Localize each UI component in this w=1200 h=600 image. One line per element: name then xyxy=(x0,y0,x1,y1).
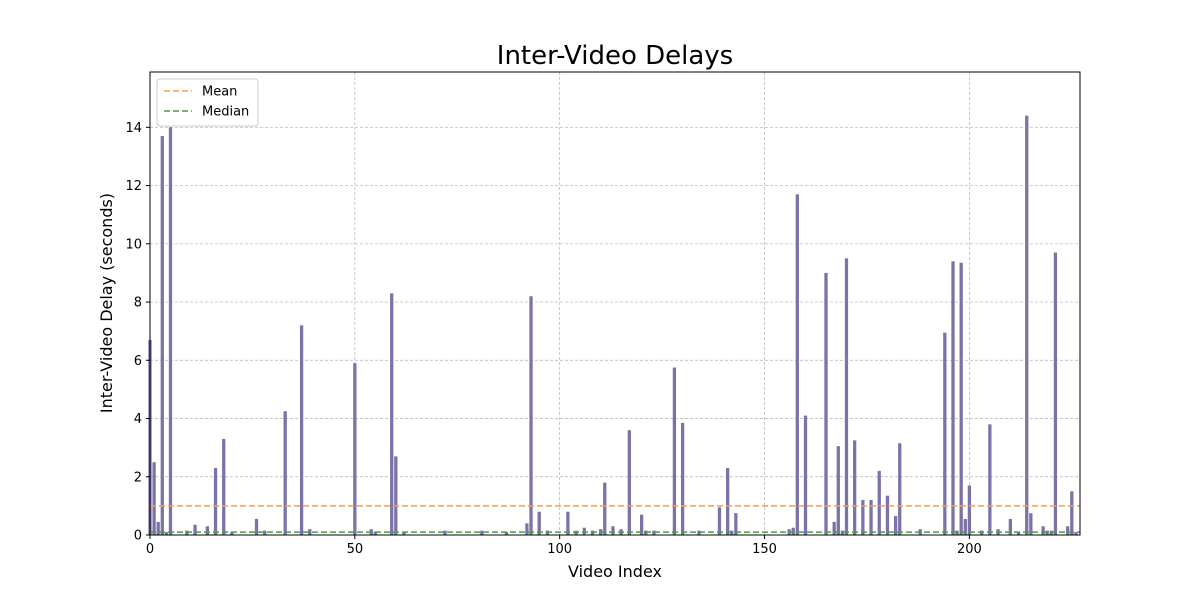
delay-bar xyxy=(951,261,955,535)
delay-bar xyxy=(230,532,234,535)
y-tick-label: 10 xyxy=(125,237,142,252)
delay-bar xyxy=(832,521,836,535)
x-axis-label: Video Index xyxy=(568,562,662,581)
delay-bar xyxy=(840,530,845,535)
delay-bar xyxy=(639,514,644,535)
delay-bar xyxy=(299,325,304,535)
delay-bar xyxy=(283,411,287,535)
axis-ticks: 0 50 100 150 200 0 2 4 6 8 10 12 14 xyxy=(125,121,981,557)
delay-bar xyxy=(1029,513,1033,535)
delay-bar xyxy=(160,136,164,535)
delay-bar xyxy=(603,482,607,535)
reference-lines xyxy=(150,505,1080,533)
delay-bar xyxy=(959,262,963,535)
delay-bar xyxy=(734,513,738,535)
delay-bar xyxy=(213,468,218,535)
delay-bar xyxy=(652,530,656,535)
delay-bar xyxy=(566,511,570,535)
y-axis-label: Inter-Video Delay (seconds) xyxy=(97,193,116,413)
delay-bar xyxy=(726,468,730,535)
delay-bar xyxy=(529,296,533,535)
delay-bar xyxy=(402,532,406,535)
delay-bar xyxy=(943,332,947,535)
y-tick-label: 12 xyxy=(125,179,142,194)
delay-bar xyxy=(1041,526,1045,535)
delay-bar xyxy=(795,194,799,535)
delay-bar xyxy=(168,127,173,536)
legend-median-label: Median xyxy=(202,105,249,120)
delay-bar xyxy=(967,485,972,535)
delay-bar xyxy=(680,422,685,535)
delay-bar xyxy=(1070,491,1074,535)
delay-bar xyxy=(898,443,902,535)
delay-bar xyxy=(861,500,865,535)
y-tick-label: 8 xyxy=(134,296,142,311)
delay-bar xyxy=(803,415,808,535)
y-tick-label: 0 xyxy=(134,529,142,544)
delay-bar xyxy=(1053,252,1058,535)
y-tick-label: 2 xyxy=(134,470,142,485)
delay-bar xyxy=(672,367,677,535)
delay-bar xyxy=(263,530,267,535)
delay-bar xyxy=(254,518,259,535)
delay-bar xyxy=(844,258,849,535)
delay-bar xyxy=(963,518,967,535)
delay-bar xyxy=(164,532,169,535)
y-tick-label: 4 xyxy=(134,412,142,427)
y-tick-label: 14 xyxy=(125,121,142,136)
delay-bar xyxy=(193,524,197,535)
delay-bar xyxy=(1008,518,1012,535)
x-tick-label: 0 xyxy=(146,542,154,557)
delay-bar xyxy=(537,511,541,535)
x-tick-label: 100 xyxy=(547,542,572,557)
delay-bar xyxy=(353,363,357,535)
delay-bar xyxy=(152,462,156,535)
y-tick-label: 6 xyxy=(134,354,142,369)
delay-bar xyxy=(1074,532,1078,535)
legend-mean-label: Mean xyxy=(202,85,237,100)
delay-bar xyxy=(853,440,857,535)
delay-bar xyxy=(1016,532,1021,535)
delay-bar xyxy=(1025,115,1029,535)
delay-bar xyxy=(504,532,509,535)
x-tick-label: 50 xyxy=(347,542,364,557)
delay-bar xyxy=(885,495,890,535)
delay-bar xyxy=(627,430,631,535)
delay-bar xyxy=(222,438,226,535)
delay-bar xyxy=(1066,526,1070,535)
delay-bar xyxy=(373,531,377,535)
delay-bar xyxy=(480,530,484,535)
delay-bar xyxy=(308,529,312,535)
delay-bar xyxy=(394,456,398,535)
delay-bar xyxy=(611,526,615,535)
delay-bar xyxy=(156,521,160,535)
bars xyxy=(148,115,1078,536)
delay-bar xyxy=(824,272,828,535)
delay-bar xyxy=(877,470,881,535)
delay-bar xyxy=(894,516,898,535)
delay-bar xyxy=(955,530,959,535)
x-tick-label: 200 xyxy=(957,542,982,557)
delay-bar xyxy=(205,526,209,535)
delay-bar xyxy=(836,446,840,535)
delay-bar xyxy=(390,293,394,535)
delay-bar xyxy=(988,424,992,535)
delay-bar xyxy=(697,530,701,535)
delay-bar xyxy=(525,523,529,535)
plot-frame xyxy=(149,71,1081,536)
legend: Mean Median xyxy=(156,78,259,127)
delay-bar xyxy=(717,507,722,535)
grid-lines xyxy=(149,72,1080,536)
delay-bar xyxy=(443,530,447,535)
delay-bar xyxy=(869,500,873,535)
chart-title: Inter-Video Delays xyxy=(497,41,733,71)
x-tick-label: 150 xyxy=(752,542,777,557)
delay-bar xyxy=(1045,530,1049,535)
